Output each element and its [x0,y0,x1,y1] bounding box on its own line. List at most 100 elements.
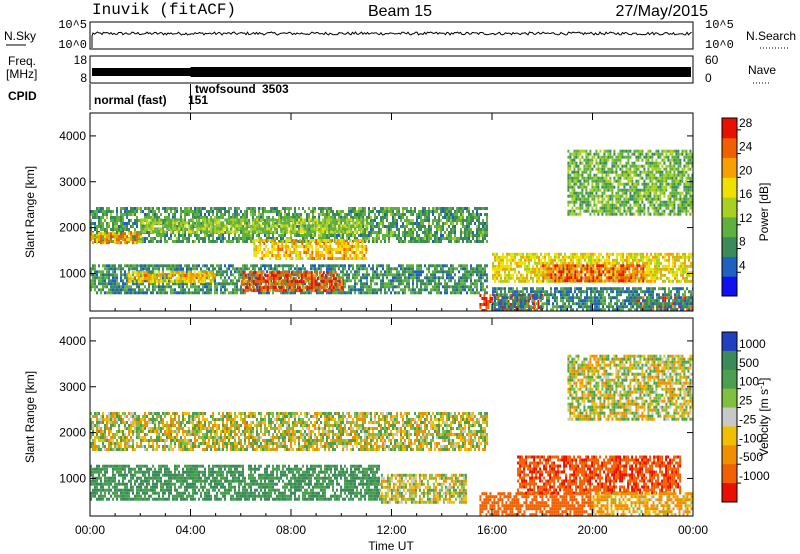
heatmap-cell [256,224,259,228]
heatmap-cell [312,225,314,228]
heatmap-cell [102,273,104,277]
heatmap-cell [438,216,440,219]
heatmap-cell [144,218,147,222]
heatmap-cell [158,291,160,295]
heatmap-cell [244,224,247,228]
heatmap-cell [218,273,220,277]
heatmap-cell [481,303,484,306]
heatmap-cell [337,242,340,245]
heatmap-cell [248,274,251,278]
heatmap-cell [152,282,154,286]
heatmap-cell [398,273,400,277]
heatmap-cell [408,240,410,243]
heatmap-cell [502,279,504,283]
heatmap-cell [320,207,322,210]
heatmap-cell [450,222,452,225]
heatmap-cell [482,222,484,225]
heatmap-cell [327,257,330,260]
heatmap-cell [466,219,468,222]
heatmap-cell [402,207,404,210]
heatmap-cell [299,239,302,242]
heatmap-cell [166,216,168,219]
heatmap-cell [576,261,578,265]
heatmap-cell [128,232,130,236]
heatmap-cell [507,300,510,303]
heatmap-cell [188,288,190,292]
heatmap-cell [532,255,534,259]
heatmap-cell [420,273,422,277]
heatmap-cell [430,276,432,280]
heatmap-cell [268,271,271,275]
heatmap-cell [110,213,112,216]
heatmap-cell [448,237,450,240]
heatmap-cell [541,294,544,297]
heatmap-cell [336,237,338,240]
heatmap-cell [286,237,288,240]
heatmap-cell [502,264,504,268]
heatmap-cell [174,267,176,271]
heatmap-cell [330,291,332,295]
heatmap-cell [438,207,440,210]
heatmap-cell [440,207,442,210]
heatmap-cell [317,239,320,242]
heatmap-cell [162,234,164,237]
heatmap-cell [314,289,317,293]
heatmap-cell [506,258,508,262]
heatmap-cell [404,231,406,234]
heatmap-cell [264,274,267,278]
heatmap-cell [252,280,255,284]
heatmap-cell [216,213,218,216]
heatmap-cell [610,270,612,274]
heatmap-cell [466,231,468,234]
heatmap-cell [102,234,104,237]
heatmap-cell [306,227,309,231]
heatmap-cell [148,227,151,231]
heatmap-cell [112,225,114,228]
heatmap-cell [412,270,414,274]
heatmap-cell [180,216,182,219]
heatmap-cell [424,213,426,216]
heatmap-cell [192,264,194,268]
heatmap-cell [196,207,198,210]
heatmap-cell [438,282,440,286]
heatmap-cell [430,234,432,237]
heatmap-cell [354,227,357,231]
heatmap-cell [313,257,316,260]
heatmap-cell [238,267,240,271]
heatmap-cell [190,228,192,231]
heatmap-cell [454,210,456,213]
heatmap-cell [460,291,462,295]
heatmap-cell [470,273,472,277]
heatmap-cell [318,216,320,219]
heatmap-cell [248,219,250,222]
heatmap-cell [442,267,444,271]
heatmap-cell [306,216,308,219]
heatmap-cell [186,240,188,243]
heatmap-cell [165,280,168,284]
heatmap-cell [122,267,124,271]
heatmap-cell [364,210,366,213]
heatmap-cell [396,276,398,280]
heatmap-cell [572,270,574,274]
heatmap-cell [162,285,164,289]
heatmap-cell [315,248,318,251]
heatmap-cell [432,273,434,277]
heatmap-cell [620,258,622,262]
heatmap-cell [370,231,372,234]
heatmap-cell [388,234,390,237]
heatmap-cell [149,277,152,281]
heatmap-cell [193,277,196,281]
heatmap-cell [328,277,331,281]
heatmap-cell [440,225,442,228]
heatmap-cell [310,283,313,287]
heatmap-cell [338,210,340,213]
freq-panel: Freq. [MHz] 18 8 60 0 Nave [6,53,776,85]
heatmap-cell [364,276,366,280]
heatmap-cell [322,289,325,293]
heatmap-cell [144,230,147,234]
heatmap-cell [198,218,201,222]
heatmap-cell [604,261,606,265]
heatmap-cell [234,237,236,240]
heatmap-cell [178,267,180,271]
heatmap-cell [330,276,332,280]
